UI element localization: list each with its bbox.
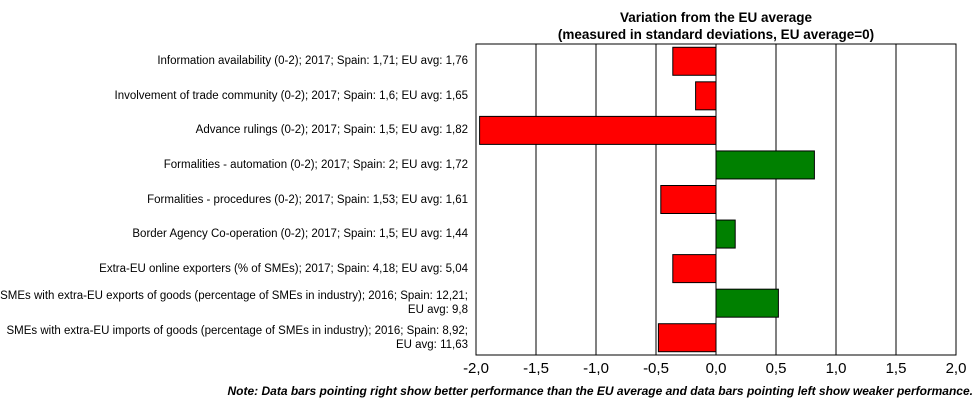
x-tick-label: 1,0 (825, 360, 847, 377)
category-label: Extra-EU online exporters (% of SMEs); 2… (99, 262, 468, 275)
category-label: Involvement of trade community (0-2); 20… (114, 89, 469, 102)
x-tick-label: 0,0 (705, 360, 727, 377)
category-label: Formalities - procedures (0-2); 2017; Sp… (147, 193, 468, 206)
x-tick-label: -0,5 (643, 360, 669, 377)
chart-title-line1: Variation from the EU average (619, 10, 813, 25)
x-tick-label: -1,0 (583, 360, 609, 377)
x-tick-label: 1,5 (885, 360, 907, 377)
category-label: Formalities - automation (0-2); 2017; Sp… (163, 158, 468, 171)
bar (715, 150, 815, 180)
category-label: SMEs with extra-EU imports of goods (per… (6, 324, 469, 351)
bar (715, 288, 779, 318)
category-label: SMEs with extra-EU exports of goods (per… (0, 290, 468, 317)
x-tick-label: 2,0 (945, 360, 967, 377)
bar (695, 81, 717, 111)
chart-title-line2: (measured in standard deviations, EU ave… (557, 27, 875, 42)
category-label: Border Agency Co-operation (0-2); 2017; … (132, 228, 468, 241)
bar (660, 185, 717, 214)
chart-note: Note: Data bars pointing right show bett… (227, 384, 973, 398)
bar (715, 219, 736, 249)
x-tick-label: -1,5 (523, 360, 549, 377)
category-label: Advance rulings (0-2); 2017; Spain: 1,5;… (195, 124, 468, 137)
category-label: Information availability (0-2); 2017; Sp… (157, 55, 468, 68)
x-tick-label: -2,0 (463, 360, 489, 377)
bar (479, 115, 717, 145)
bar (672, 46, 717, 76)
bar (657, 323, 717, 353)
bar (672, 254, 717, 284)
chart-title: Variation from the EU average (measured … (476, 9, 956, 43)
x-tick-label: 0,5 (765, 360, 787, 377)
